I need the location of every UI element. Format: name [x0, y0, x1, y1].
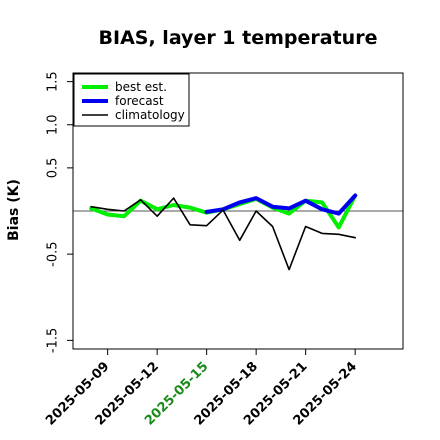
y-tick-label: 1.5	[46, 71, 61, 92]
y-tick-label: -0.5	[46, 241, 61, 266]
series-line-forecast	[204, 193, 358, 216]
series-line-climatology	[90, 197, 356, 271]
y-tick-label: -1.5	[46, 328, 61, 353]
chart-title: BIAS, layer 1 temperature	[99, 27, 378, 49]
legend-label: best est.	[115, 80, 167, 94]
plot-frame	[72, 72, 404, 350]
y-tick-label: 1.0	[46, 114, 61, 135]
y-tick-label: 0.5	[46, 158, 61, 179]
plot-area	[73, 193, 403, 271]
y-axis-label: Bias (K)	[6, 179, 22, 241]
legend-label: climatology	[115, 108, 185, 122]
legend-label: forecast	[115, 94, 164, 108]
